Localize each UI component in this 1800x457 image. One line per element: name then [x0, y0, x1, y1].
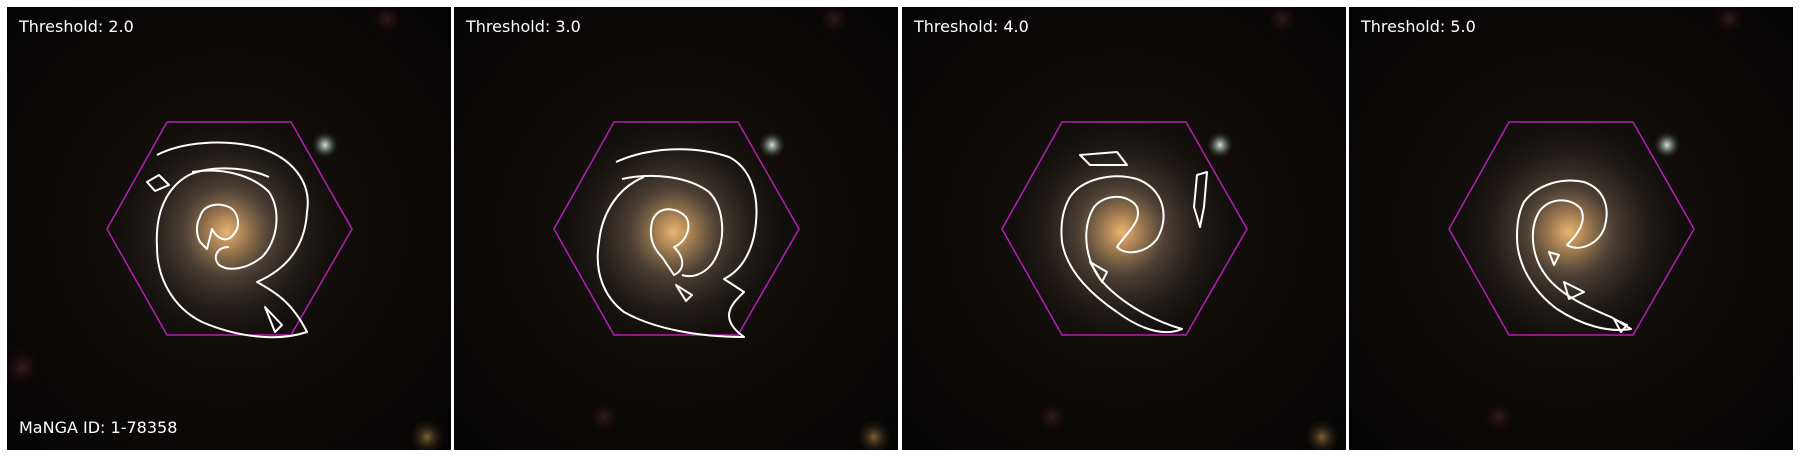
hexagon-footprint: [1448, 121, 1695, 336]
threshold-label: Threshold: 3.0: [466, 17, 581, 36]
threshold-label: Threshold: 2.0: [19, 17, 134, 36]
contour-lines: [1516, 179, 1632, 333]
manga-id-label: MaNGA ID: 1-78358: [19, 418, 178, 437]
contour-lines: [596, 148, 758, 338]
contour-lines: [146, 141, 309, 339]
galaxy-image: [1444, 7, 1745, 433]
contour-lines: [1060, 151, 1208, 334]
image-panel-threshold-4: Threshold: 4.0: [902, 7, 1346, 450]
threshold-label: Threshold: 5.0: [1361, 17, 1476, 36]
image-panel-threshold-2: Threshold: 2.0 MaNGA ID: 1-78358: [7, 7, 451, 450]
hexagon-footprint: [1001, 121, 1248, 336]
galaxy-image: [7, 7, 445, 450]
threshold-label: Threshold: 4.0: [914, 17, 1029, 36]
galaxy-image: [997, 7, 1340, 450]
hexagon-footprint: [553, 121, 800, 336]
image-panel-threshold-3: Threshold: 3.0: [454, 7, 898, 450]
galaxy-image: [549, 7, 892, 450]
image-panel-threshold-5: Threshold: 5.0: [1349, 7, 1793, 450]
